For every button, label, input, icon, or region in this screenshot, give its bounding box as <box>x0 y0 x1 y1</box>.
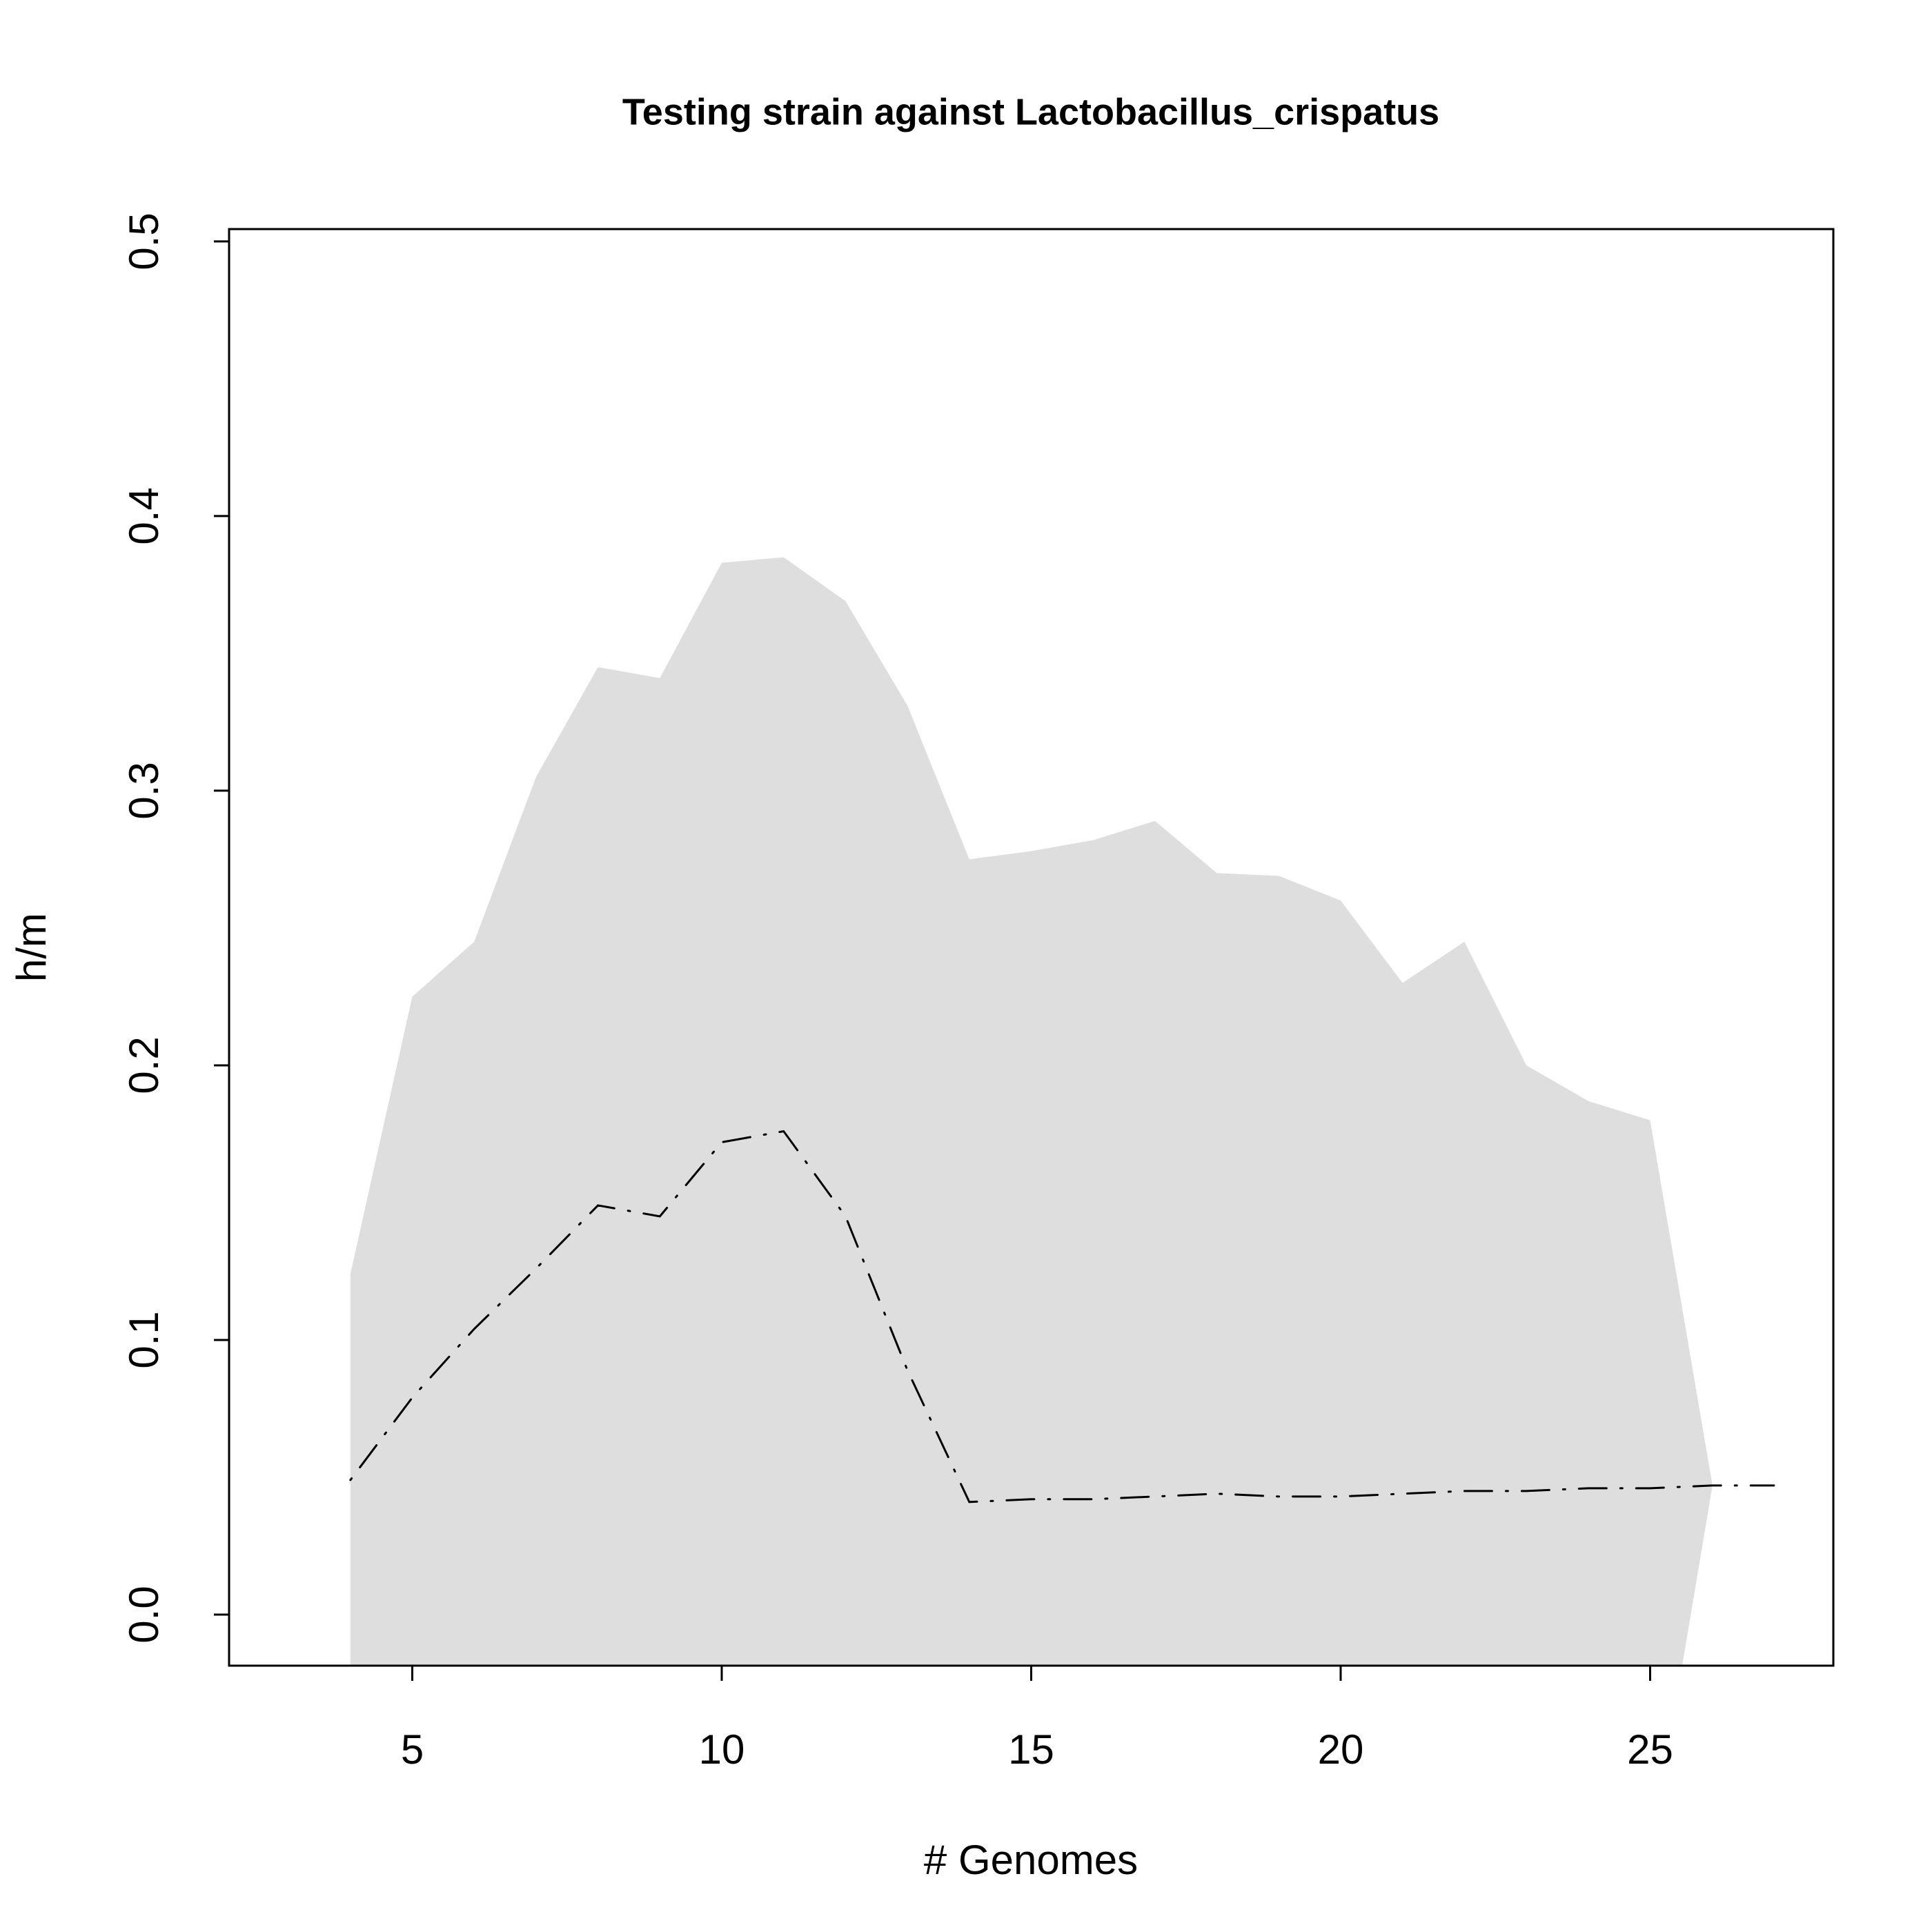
y-tick-label: 0.3 <box>121 762 167 819</box>
y-tick-label: 0.1 <box>121 1311 167 1368</box>
confidence-band <box>350 557 1713 1666</box>
plot-area <box>349 557 1775 1666</box>
x-tick-label: 20 <box>1318 1726 1364 1773</box>
y-tick-label: 0.5 <box>121 213 167 270</box>
x-tick-label: 5 <box>401 1726 424 1773</box>
y-axis-label: h/m <box>8 913 55 982</box>
y-tick-label: 0.2 <box>121 1036 167 1094</box>
x-tick-label: 10 <box>699 1726 745 1773</box>
x-tick-label: 25 <box>1627 1726 1673 1773</box>
y-tick-label: 0.0 <box>121 1586 167 1643</box>
mean-line <box>349 1130 1775 1504</box>
x-axis-label: # Genomes <box>924 1837 1138 1883</box>
x-tick-label: 15 <box>1008 1726 1054 1773</box>
y-tick-label: 0.4 <box>121 487 167 544</box>
chart-title: Testing strain against Lactobacillus_cri… <box>622 91 1439 132</box>
